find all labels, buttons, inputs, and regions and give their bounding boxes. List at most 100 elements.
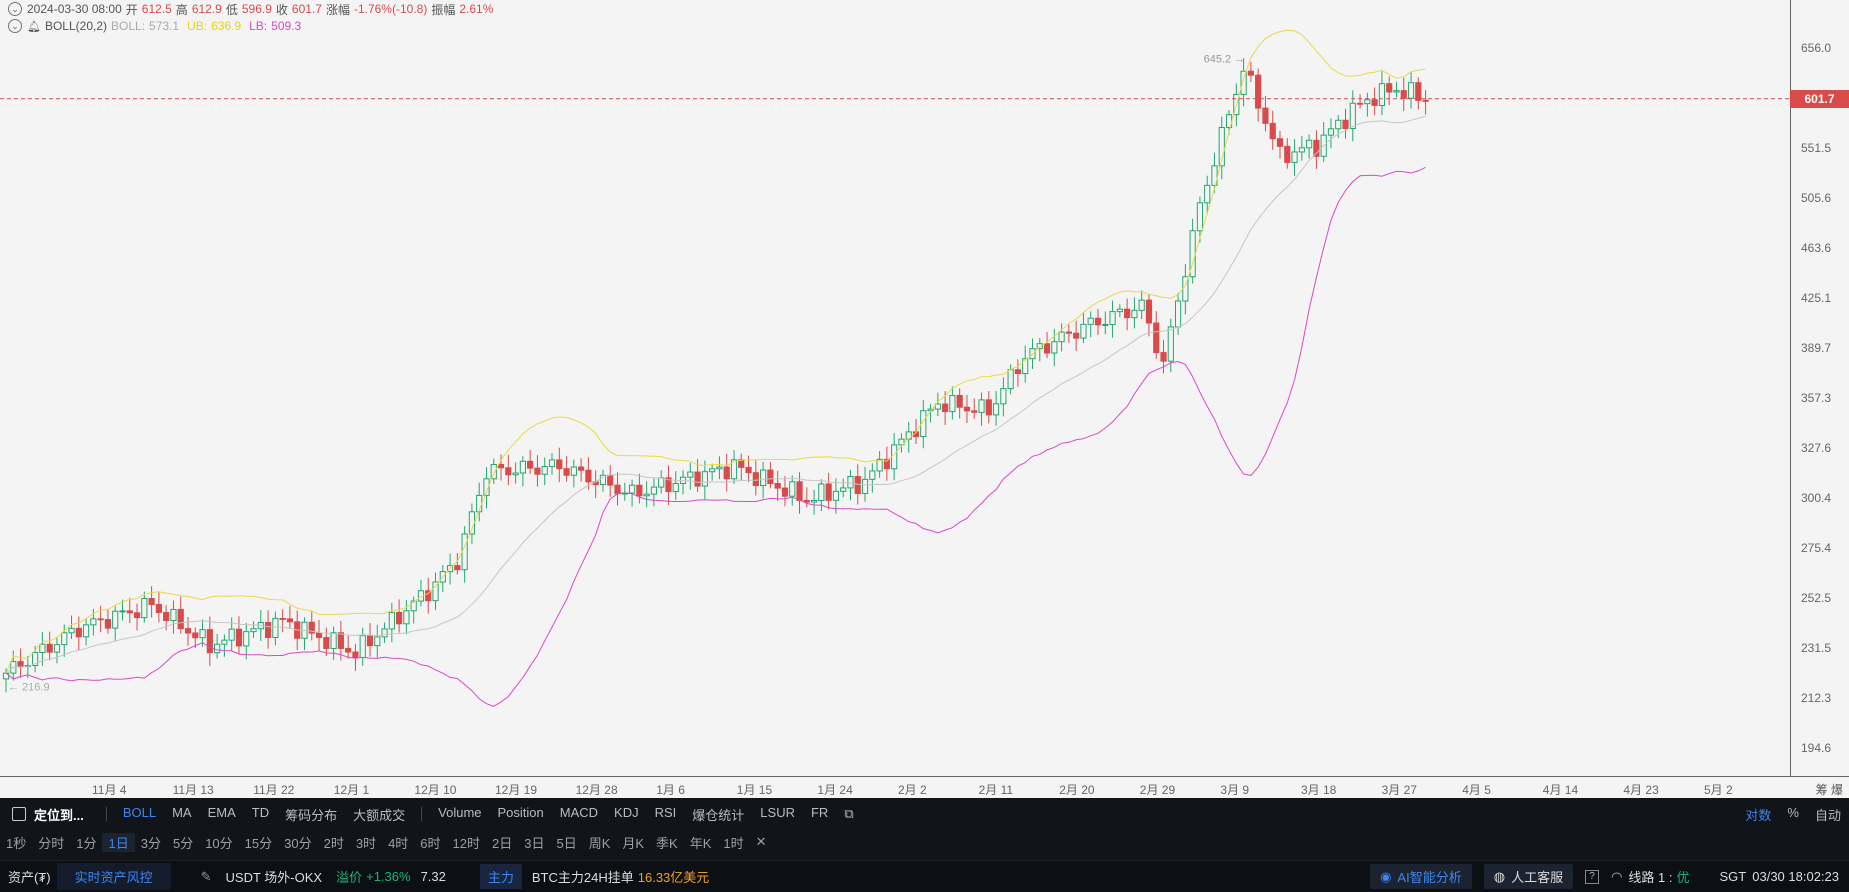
collapse-chevron-icon[interactable]: ⌄ xyxy=(8,19,22,33)
indicator-tab-2[interactable]: EMA xyxy=(207,804,236,820)
ai-analysis-button[interactable]: ◉ AI智能分析 xyxy=(1370,864,1472,889)
indicator-tab-5[interactable]: 大额成交 xyxy=(353,807,406,823)
timeframe-tab-1[interactable]: 分时 xyxy=(38,835,65,851)
time-tick: 3月 9 xyxy=(1220,783,1250,797)
scale-option-2[interactable]: 自动 xyxy=(1814,807,1841,823)
edit-icon[interactable]: ✎ xyxy=(200,868,212,884)
candle-body xyxy=(141,597,148,619)
sub-indicator-tab-5[interactable]: 爆仓统计 xyxy=(692,807,745,823)
collapse-chevron-icon[interactable]: ⌄ xyxy=(8,2,22,16)
candle-body xyxy=(825,483,832,501)
timeframe-tab-13[interactable]: 12时 xyxy=(452,835,480,851)
timeframe-tab-15[interactable]: 3日 xyxy=(524,835,545,851)
sub-indicator-tab-4[interactable]: RSI xyxy=(654,804,677,820)
timeframe-tab-12[interactable]: 6时 xyxy=(420,835,441,851)
candle-body xyxy=(352,651,359,659)
candlestick-chart[interactable]: 645.2 → ← 216.9 xyxy=(0,0,1790,776)
candle-body xyxy=(32,652,39,667)
indicator-tab-0[interactable]: BOLL xyxy=(122,804,157,820)
candle-body xyxy=(1007,369,1014,390)
bell-icon[interactable]: 🔔︎ xyxy=(27,20,41,33)
price-tick: 656.0 xyxy=(1801,41,1832,55)
boll-upper-line xyxy=(5,29,1426,674)
time-tick: 12月 1 xyxy=(333,783,370,797)
candle-body xyxy=(177,608,184,630)
time-tick: 12月 28 xyxy=(575,783,618,797)
locate-button[interactable]: 定位到... xyxy=(0,805,98,824)
sub-indicator-tab-3[interactable]: KDJ xyxy=(614,804,639,820)
timeframe-tab-21[interactable]: 1时 xyxy=(723,835,744,851)
timeframe-tab-10[interactable]: 3时 xyxy=(355,835,377,851)
indicator-tab-3[interactable]: TD xyxy=(251,804,270,820)
sub-indicator-tab-2[interactable]: MACD xyxy=(559,804,599,820)
indicator-tab-4[interactable]: 筹码分布 xyxy=(285,807,338,823)
candle-body xyxy=(985,399,992,416)
timeframe-tab-11[interactable]: 4时 xyxy=(388,835,409,851)
timeframe-tab-14[interactable]: 2日 xyxy=(492,835,513,851)
timeframe-tab-2[interactable]: 1分 xyxy=(76,835,97,851)
external-link-icon[interactable]: ⧉ xyxy=(844,806,854,821)
candle-body xyxy=(1204,184,1211,204)
candle-body xyxy=(1073,332,1080,339)
timeframe-tab-16[interactable]: 5日 xyxy=(556,835,577,851)
sub-indicator-tab-1[interactable]: Position xyxy=(497,804,544,820)
candle-body xyxy=(1240,70,1247,95)
candle-body xyxy=(548,459,556,468)
pair-label[interactable]: USDT 场外-OKX xyxy=(225,870,323,885)
candle-body xyxy=(519,460,526,474)
candle-body xyxy=(694,471,701,487)
candle-body xyxy=(432,581,439,602)
timeframe-tab-8[interactable]: 30分 xyxy=(284,835,312,851)
price-tick: 425.1 xyxy=(1801,290,1832,305)
time-tick: 1月 6 xyxy=(656,783,685,797)
candle-body xyxy=(468,511,476,535)
timeframe-tab-7[interactable]: 15分 xyxy=(244,835,273,851)
scale-option-0[interactable]: 对数 xyxy=(1745,807,1772,823)
timeframe-tab-3[interactable]: 1日 xyxy=(102,832,135,852)
assets-label[interactable]: 资产(₮) xyxy=(8,870,51,885)
indicator-tab-1[interactable]: MA xyxy=(172,804,192,820)
candle-body xyxy=(454,565,461,571)
candle-body xyxy=(192,632,199,639)
price-axis[interactable]: 656.0 601.7 551.5 505.6 463.6 425.1 389.7 357.3… xyxy=(1790,0,1849,776)
candle-body xyxy=(730,459,738,480)
help-icon[interactable]: ? xyxy=(1585,869,1600,884)
timeframe-tab-6[interactable]: 10分 xyxy=(205,835,233,851)
candle-body xyxy=(534,467,541,475)
sub-indicator-tab-6[interactable]: LSUR xyxy=(760,804,795,820)
candle-body xyxy=(701,471,708,487)
chart-area[interactable]: 645.2 → ← 216.9 ⌄ 2024-03-30 08:00 开 612.5… xyxy=(0,0,1790,776)
premium-value: +1.36% xyxy=(366,869,411,884)
ohlc-date: 2024-03-30 08:00 xyxy=(27,2,122,16)
timeframe-tab-0[interactable]: 1秒 xyxy=(6,835,27,851)
max-price-label: 645.2 → xyxy=(1204,54,1246,66)
sub-indicator-tab-0[interactable]: Volume xyxy=(438,804,482,820)
main-force-tag[interactable]: 主力 xyxy=(479,864,522,889)
time-tick: 5月 2 xyxy=(1704,783,1733,797)
candle-body xyxy=(199,629,206,639)
timeframe-tab-17[interactable]: 周K xyxy=(588,835,611,851)
timeframe-tab-4[interactable]: 3分 xyxy=(140,835,161,851)
timeframe-tab-18[interactable]: 月K xyxy=(622,835,645,851)
line-quality: 优 xyxy=(1676,870,1690,885)
time-axis-right-label[interactable]: 筹 爆 xyxy=(1815,783,1843,797)
risk-control-button[interactable]: 实时资产风控 xyxy=(56,863,171,890)
timeframe-tab-9[interactable]: 2时 xyxy=(323,835,344,851)
candle-body xyxy=(61,632,68,646)
candle-body xyxy=(403,610,410,625)
candle-body xyxy=(1087,317,1094,325)
customer-service-button[interactable]: ◍ 人工客服 xyxy=(1483,864,1574,889)
timeframe-tab-19[interactable]: 季K xyxy=(656,835,678,851)
close-timeframes-icon[interactable]: ✕ xyxy=(755,834,767,849)
candle-body xyxy=(206,629,213,654)
sub-indicator-tab-7[interactable]: FR xyxy=(810,804,829,820)
candle-body xyxy=(942,403,949,413)
timeframe-tab-5[interactable]: 5分 xyxy=(172,835,194,851)
time-axis[interactable]: 筹 爆 11月 4 11月 13 11月 22 12月 1 12月 10 12月 19 12… xyxy=(0,776,1849,799)
candle-body xyxy=(963,406,971,412)
candle-body xyxy=(898,438,905,446)
timeframe-tab-20[interactable]: 年K xyxy=(689,835,712,851)
scale-option-1[interactable]: % xyxy=(1787,804,1799,820)
candle-body xyxy=(155,603,162,614)
candle-body xyxy=(1335,119,1342,130)
